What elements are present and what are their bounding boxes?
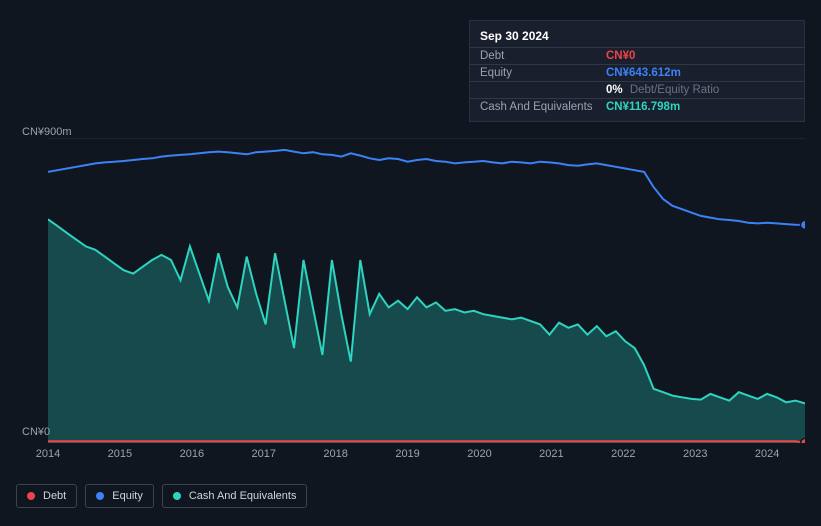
tooltip-sub: Debt/Equity Ratio xyxy=(627,84,720,96)
x-axis-tick: 2018 xyxy=(323,448,347,460)
tooltip-label xyxy=(480,84,606,96)
x-axis-tick: 2019 xyxy=(395,448,419,460)
tooltip-row: DebtCN¥0 xyxy=(470,47,804,64)
tooltip-row: 0% Debt/Equity Ratio xyxy=(470,81,804,98)
tooltip-value: 0% Debt/Equity Ratio xyxy=(606,84,719,96)
x-axis-tick: 2024 xyxy=(755,448,779,460)
legend-item[interactable]: Cash And Equivalents xyxy=(162,484,308,508)
x-axis-tick: 2016 xyxy=(180,448,204,460)
chart-svg xyxy=(48,138,805,443)
x-axis-tick: 2017 xyxy=(251,448,275,460)
y-axis-min-label: CN¥0 xyxy=(22,426,50,438)
x-axis-tick: 2020 xyxy=(467,448,491,460)
legend-dot xyxy=(96,492,104,500)
legend-label: Debt xyxy=(43,490,66,502)
legend-label: Equity xyxy=(112,490,143,502)
tooltip-label: Equity xyxy=(480,67,606,79)
chart-tooltip: Sep 30 2024 DebtCN¥0EquityCN¥643.612m0% … xyxy=(469,20,805,122)
legend-item[interactable]: Debt xyxy=(16,484,77,508)
legend-dot xyxy=(173,492,181,500)
tooltip-row: Cash And EquivalentsCN¥116.798m xyxy=(470,98,804,115)
tooltip-label: Cash And Equivalents xyxy=(480,101,606,113)
x-axis-tick: 2014 xyxy=(36,448,60,460)
legend-label: Cash And Equivalents xyxy=(189,490,297,502)
chart-plot-area[interactable] xyxy=(48,138,805,443)
tooltip-row: EquityCN¥643.612m xyxy=(470,64,804,81)
legend-dot xyxy=(27,492,35,500)
x-axis-tick: 2021 xyxy=(539,448,563,460)
tooltip-date: Sep 30 2024 xyxy=(470,27,804,47)
tooltip-value: CN¥116.798m xyxy=(606,101,680,113)
tooltip-value: CN¥643.612m xyxy=(606,67,681,79)
y-axis-max-label: CN¥900m xyxy=(22,126,72,138)
x-axis-tick: 2022 xyxy=(611,448,635,460)
tooltip-value: CN¥0 xyxy=(606,50,635,62)
x-axis-tick: 2015 xyxy=(108,448,132,460)
x-axis-tick: 2023 xyxy=(683,448,707,460)
tooltip-label: Debt xyxy=(480,50,606,62)
legend-item[interactable]: Equity xyxy=(85,484,154,508)
legend: Debt Equity Cash And Equivalents xyxy=(16,484,307,508)
